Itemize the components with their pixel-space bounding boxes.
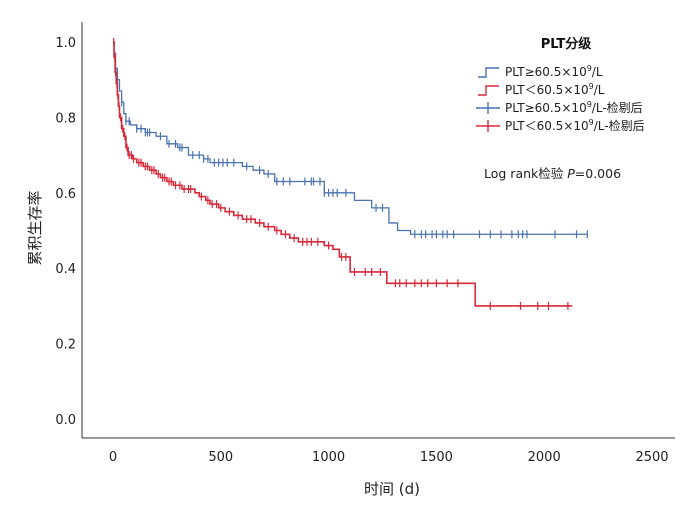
x-tick-label: 1000 bbox=[312, 450, 345, 465]
legend-label-tail: /L bbox=[594, 83, 605, 97]
x-axis-title: 时间 (d) bbox=[364, 480, 420, 498]
legend-label-main: PLT＜60.5×10 bbox=[505, 119, 589, 133]
log-rank-p-value: =0.006 bbox=[575, 166, 621, 181]
legend-label-main: PLT＜60.5×10 bbox=[505, 83, 589, 97]
y-tick-label: 0.8 bbox=[55, 111, 76, 126]
x-tick-labels: 0 500 1000 1500 2000 2500 bbox=[109, 450, 669, 465]
series-layer bbox=[113, 38, 588, 310]
legend-entry: PLT≥60.5×109/L-检剔后 bbox=[476, 100, 643, 115]
y-tick-label: 0.0 bbox=[55, 413, 76, 428]
axes bbox=[81, 22, 675, 439]
legend-label: PLT＜60.5×109/L bbox=[505, 82, 605, 97]
legend-label-tail: /L-检剔后 bbox=[592, 100, 643, 115]
legend: PLT分级 PLT≥60.5×109/LPLT＜60.5×109/LPLT≥60… bbox=[476, 36, 645, 133]
legend-step-symbol bbox=[478, 67, 499, 78]
x-tick-label: 2000 bbox=[528, 450, 561, 465]
legend-label: PLT≥60.5×109/L-检剔后 bbox=[505, 100, 643, 115]
x-tick-label: 2500 bbox=[635, 450, 668, 465]
x-tick-label: 1500 bbox=[420, 450, 453, 465]
legend-label-sup: 9 bbox=[587, 64, 592, 73]
y-tick-label: 1.0 bbox=[55, 36, 76, 51]
legend-label-tail: /L bbox=[592, 65, 603, 79]
legend-entry: PLT＜60.5×109/L-检剔后 bbox=[476, 118, 645, 133]
y-tick-label: 0.2 bbox=[55, 338, 76, 353]
legend-label-sup: 9 bbox=[589, 82, 594, 91]
legend-title: PLT分级 bbox=[541, 36, 593, 52]
y-tick-label: 0.4 bbox=[55, 262, 76, 277]
legend-entries: PLT≥60.5×109/LPLT＜60.5×109/LPLT≥60.5×109… bbox=[476, 64, 645, 133]
legend-label: PLT＜60.5×109/L-检剔后 bbox=[505, 118, 645, 133]
y-tick-label: 0.6 bbox=[55, 187, 76, 202]
series-high bbox=[113, 41, 588, 239]
series-low bbox=[113, 38, 573, 310]
legend-label-main: PLT≥60.5×10 bbox=[505, 65, 587, 79]
legend-label-sup: 9 bbox=[587, 100, 592, 109]
y-axis-title: 累积生存率 bbox=[26, 190, 44, 265]
legend-entry: PLT＜60.5×109/L bbox=[478, 82, 605, 97]
x-tick-label: 500 bbox=[208, 450, 233, 465]
legend-label-sup: 9 bbox=[589, 118, 594, 127]
legend-entry: PLT≥60.5×109/L bbox=[478, 64, 603, 79]
legend-label: PLT≥60.5×109/L bbox=[505, 64, 603, 79]
legend-step-symbol bbox=[478, 85, 499, 96]
log-rank-p-label: P bbox=[567, 166, 575, 181]
log-rank-prefix: Log rank检验 bbox=[484, 166, 567, 181]
legend-label-main: PLT≥60.5×10 bbox=[505, 101, 587, 115]
log-rank-annotation: Log rank检验 P=0.006 bbox=[484, 166, 621, 181]
survival-curve-low bbox=[113, 41, 573, 307]
y-tick-labels: 0.0 0.2 0.4 0.6 0.8 1.0 bbox=[55, 36, 76, 428]
legend-label-tail: /L-检剔后 bbox=[594, 118, 645, 133]
survival-curve-high bbox=[113, 41, 588, 235]
x-tick-label: 0 bbox=[109, 450, 117, 465]
